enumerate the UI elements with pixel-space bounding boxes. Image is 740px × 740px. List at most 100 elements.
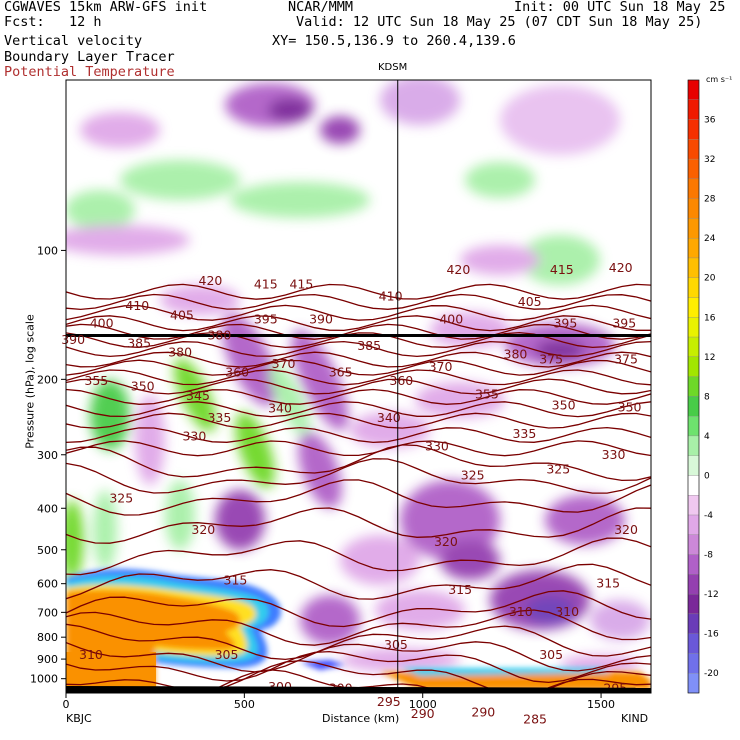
colorbar-swatch: [687, 534, 700, 555]
theta-label: 405: [170, 308, 194, 323]
colorbar-swatch: [687, 396, 700, 417]
field-boundary-layer-tracer: Boundary Layer Tracer: [4, 49, 175, 65]
colorbar-swatch: [687, 376, 700, 397]
x-tick-label: 1000: [409, 698, 437, 711]
theta-label: 415: [289, 276, 313, 291]
theta-contour: [66, 340, 651, 358]
colorbar-swatch: [687, 297, 700, 318]
left-station-label: KBJC: [66, 712, 92, 725]
theta-label: 305: [539, 647, 563, 662]
colorbar-swatch: [687, 158, 700, 180]
theta-label: 375: [539, 352, 563, 367]
colorbar-swatch: [687, 277, 700, 298]
colorbar-tick-label: 20: [704, 274, 716, 284]
colorbar-swatch: [687, 514, 700, 535]
colorbar-tick-label: -16: [704, 630, 719, 640]
theta-contour: [66, 331, 651, 349]
y-tick-label: 100: [37, 244, 58, 257]
theta-label: 310: [509, 604, 533, 619]
theta-label: 360: [225, 365, 249, 380]
theta-label: 330: [602, 447, 626, 462]
colorbar-swatch: [687, 119, 700, 140]
theta-label: 305: [215, 647, 239, 662]
theta-contour: [66, 359, 651, 376]
colorbar-tick-label: -20: [704, 669, 719, 679]
colorbar-swatch: [687, 554, 700, 575]
vertical-velocity-field: [66, 80, 651, 693]
colorbar-tick-label: 32: [704, 155, 715, 165]
theta-label: 290: [411, 706, 435, 721]
theta-contour: [66, 507, 651, 544]
colorbar-tick-label: 16: [704, 313, 716, 323]
theta-contour: [66, 440, 651, 457]
theta-label: 400: [90, 315, 114, 330]
colorbar-frame: [687, 79, 700, 694]
theta-label: 350: [131, 379, 155, 394]
colorbar-tick-label: 36: [704, 116, 716, 126]
theta-label: 370: [272, 356, 296, 371]
theta-contour: [66, 623, 651, 661]
theta-label: 315: [224, 573, 248, 588]
x-tick-label: 0: [63, 698, 70, 711]
theta-label: 355: [84, 373, 108, 388]
theta-label: 350: [618, 400, 642, 415]
colorbar-tick-label: 24: [704, 234, 716, 244]
field-vertical-velocity: Vertical velocity: [4, 33, 143, 49]
y-axis-title: Pressure (hPa), log scale: [23, 314, 37, 449]
theta-label: 295: [377, 694, 401, 709]
colorbar: 36 32 28 24 20 16 12 8 4 0 -4 -8 -12 -16 -20: [687, 79, 719, 694]
theta-label: 395: [254, 312, 278, 327]
colorbar-tick-label: 28: [704, 195, 716, 205]
colorbar-swatch: [687, 238, 700, 259]
theta-label: 390: [309, 312, 333, 327]
colorbar-swatch: [687, 613, 700, 634]
colorbar-tick-label: 8: [704, 392, 710, 402]
theta-label: 395: [553, 315, 577, 330]
theta-contour: [66, 388, 651, 405]
y-tick-label: 800: [37, 631, 58, 644]
axes: 0 500 1000 1500 100 200 300 400 500 600 700 800 900 1…: [30, 79, 652, 711]
theta-label: 320: [191, 522, 215, 537]
colorbar-swatch: [687, 633, 700, 654]
y-tick-label: 300: [37, 449, 58, 462]
theta-label: 405: [518, 294, 542, 309]
colorbar-swatch: [687, 317, 700, 338]
y-tick-label: 500: [37, 544, 58, 557]
y-tick-label: 1000: [30, 673, 58, 686]
theta-contour: [66, 315, 651, 332]
y-tick-label: 900: [37, 653, 58, 666]
ground-fill: [66, 685, 651, 693]
theta-label: 345: [186, 388, 210, 403]
colorbar-tick-label: 0: [704, 471, 710, 481]
terrain: [66, 685, 651, 693]
model-title: CGWAVES 15km ARW-GFS init: [4, 0, 208, 15]
theta-label: 330: [425, 439, 449, 454]
theta-label: 290: [471, 705, 495, 720]
theta-label: 310: [555, 604, 579, 619]
theta-label: 315: [596, 576, 620, 591]
theta-contour: [66, 590, 651, 628]
theta-label: 325: [109, 491, 133, 506]
theta-contour: [66, 444, 651, 482]
theta-label: 355: [475, 387, 499, 402]
theta-contour: [66, 479, 651, 516]
theta-label: 385: [357, 338, 381, 353]
colorbar-swatch: [687, 139, 700, 160]
theta-label: 415: [254, 276, 278, 291]
theta-label: 375: [614, 352, 638, 367]
theta-contour: [66, 537, 651, 576]
theta-contour: [66, 369, 651, 386]
theta-label: 395: [612, 315, 636, 330]
theta-labels: 390 400 410 405 420 415 415 410 420 415 420 395 390 4…: [61, 260, 641, 726]
colorbar-tick-label: 12: [704, 353, 715, 363]
theta-label: 365: [329, 365, 353, 380]
theta-label: 315: [448, 582, 472, 597]
theta-label: 380: [168, 344, 192, 359]
theta-label: 310: [79, 647, 103, 662]
theta-contour: [66, 609, 651, 646]
colorbar-swatch: [687, 455, 700, 476]
theta-label: 285: [523, 711, 547, 726]
colorbar-swatch: [687, 673, 700, 694]
theta-label: 330: [182, 429, 206, 444]
x-tick-label: 500: [234, 698, 255, 711]
